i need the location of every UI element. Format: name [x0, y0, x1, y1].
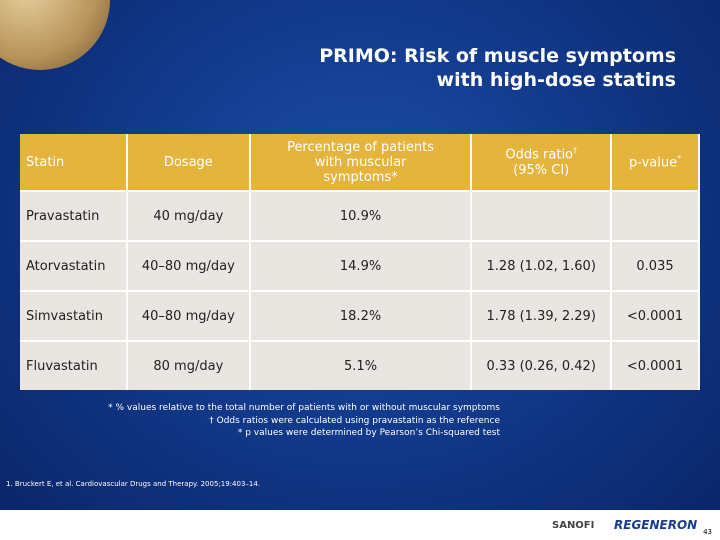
- header-text: Percentage of patients with muscular sym…: [287, 139, 435, 185]
- table-row: Fluvastatin 80 mg/day 5.1% 0.33 (0.26, 0.42…: [20, 340, 700, 390]
- table-cell: 40–80 mg/day: [126, 240, 251, 291]
- table-cell: 0.035: [611, 240, 700, 291]
- table-cell: 40–80 mg/day: [126, 290, 251, 341]
- table-cell: 1.78 (1.39, 2.29): [471, 290, 613, 341]
- header-cell: Dosage: [126, 134, 251, 191]
- logo: SANOFI: [552, 520, 595, 531]
- table-cell: 80 mg/day: [126, 340, 251, 390]
- table-cell: [611, 190, 700, 241]
- table-cell: 10.9%: [249, 190, 473, 241]
- page-number: 43: [703, 528, 712, 536]
- reference: 1. Bruckert E, et al. Cardiovascular Dru…: [6, 480, 261, 488]
- title-line: with high-dose statins: [436, 69, 676, 91]
- header-row: Statin Dosage Percentage of patients wit…: [20, 134, 700, 191]
- table-cell: 0.33 (0.26, 0.42): [471, 340, 613, 390]
- footnote-mark: †: [573, 146, 578, 156]
- footnotes: * % values relative to the total number …: [108, 402, 500, 440]
- logo: REGENERON: [614, 518, 698, 532]
- footnote: * p values were determined by Pearson’s …: [237, 428, 500, 438]
- table-cell: 18.2%: [249, 290, 473, 341]
- footnote-mark: *: [677, 153, 682, 163]
- title: PRIMO: Risk of muscle symptoms with high…: [319, 44, 676, 92]
- table-cell: [471, 190, 613, 241]
- header-cell: p-value*: [611, 134, 700, 191]
- table-row: Atorvastatin 40–80 mg/day 14.9% 1.28 (1.02,…: [20, 240, 700, 291]
- table-cell: Simvastatin: [20, 290, 128, 341]
- table-cell: <0.0001: [611, 290, 700, 341]
- header-cell: Odds ratio† (95% CI): [471, 134, 613, 191]
- footnote: * % values relative to the total number …: [108, 403, 500, 413]
- header-text: p-value: [628, 155, 678, 171]
- table-cell: Fluvastatin: [20, 340, 128, 390]
- table-cell: 14.9%: [249, 240, 473, 291]
- table-cell: <0.0001: [611, 340, 700, 390]
- data-table: Statin Dosage Percentage of patients wit…: [20, 134, 700, 390]
- header-text: Odds ratio: [505, 147, 574, 163]
- table-row: Simvastatin 40–80 mg/day 18.2% 1.78 (1.39, …: [20, 290, 700, 341]
- table-cell: Atorvastatin: [20, 240, 128, 291]
- table-row: Pravastatin 40 mg/day 10.9%: [20, 190, 700, 241]
- decorative-sphere: [0, 0, 110, 70]
- title-line: PRIMO: Risk of muscle symptoms: [319, 45, 676, 67]
- footer-bar: SANOFI REGENERON 43: [0, 510, 720, 540]
- table-cell: Pravastatin: [20, 190, 128, 241]
- header-cell: Percentage of patients with muscular sym…: [249, 134, 473, 191]
- table-cell: 1.28 (1.02, 1.60): [471, 240, 613, 291]
- table-cell: 40 mg/day: [126, 190, 251, 241]
- table-cell: 5.1%: [249, 340, 473, 390]
- header-cell: Statin: [20, 134, 128, 191]
- header-text: (95% CI): [513, 162, 570, 178]
- footnote: † Odds ratios were calculated using prav…: [209, 415, 500, 426]
